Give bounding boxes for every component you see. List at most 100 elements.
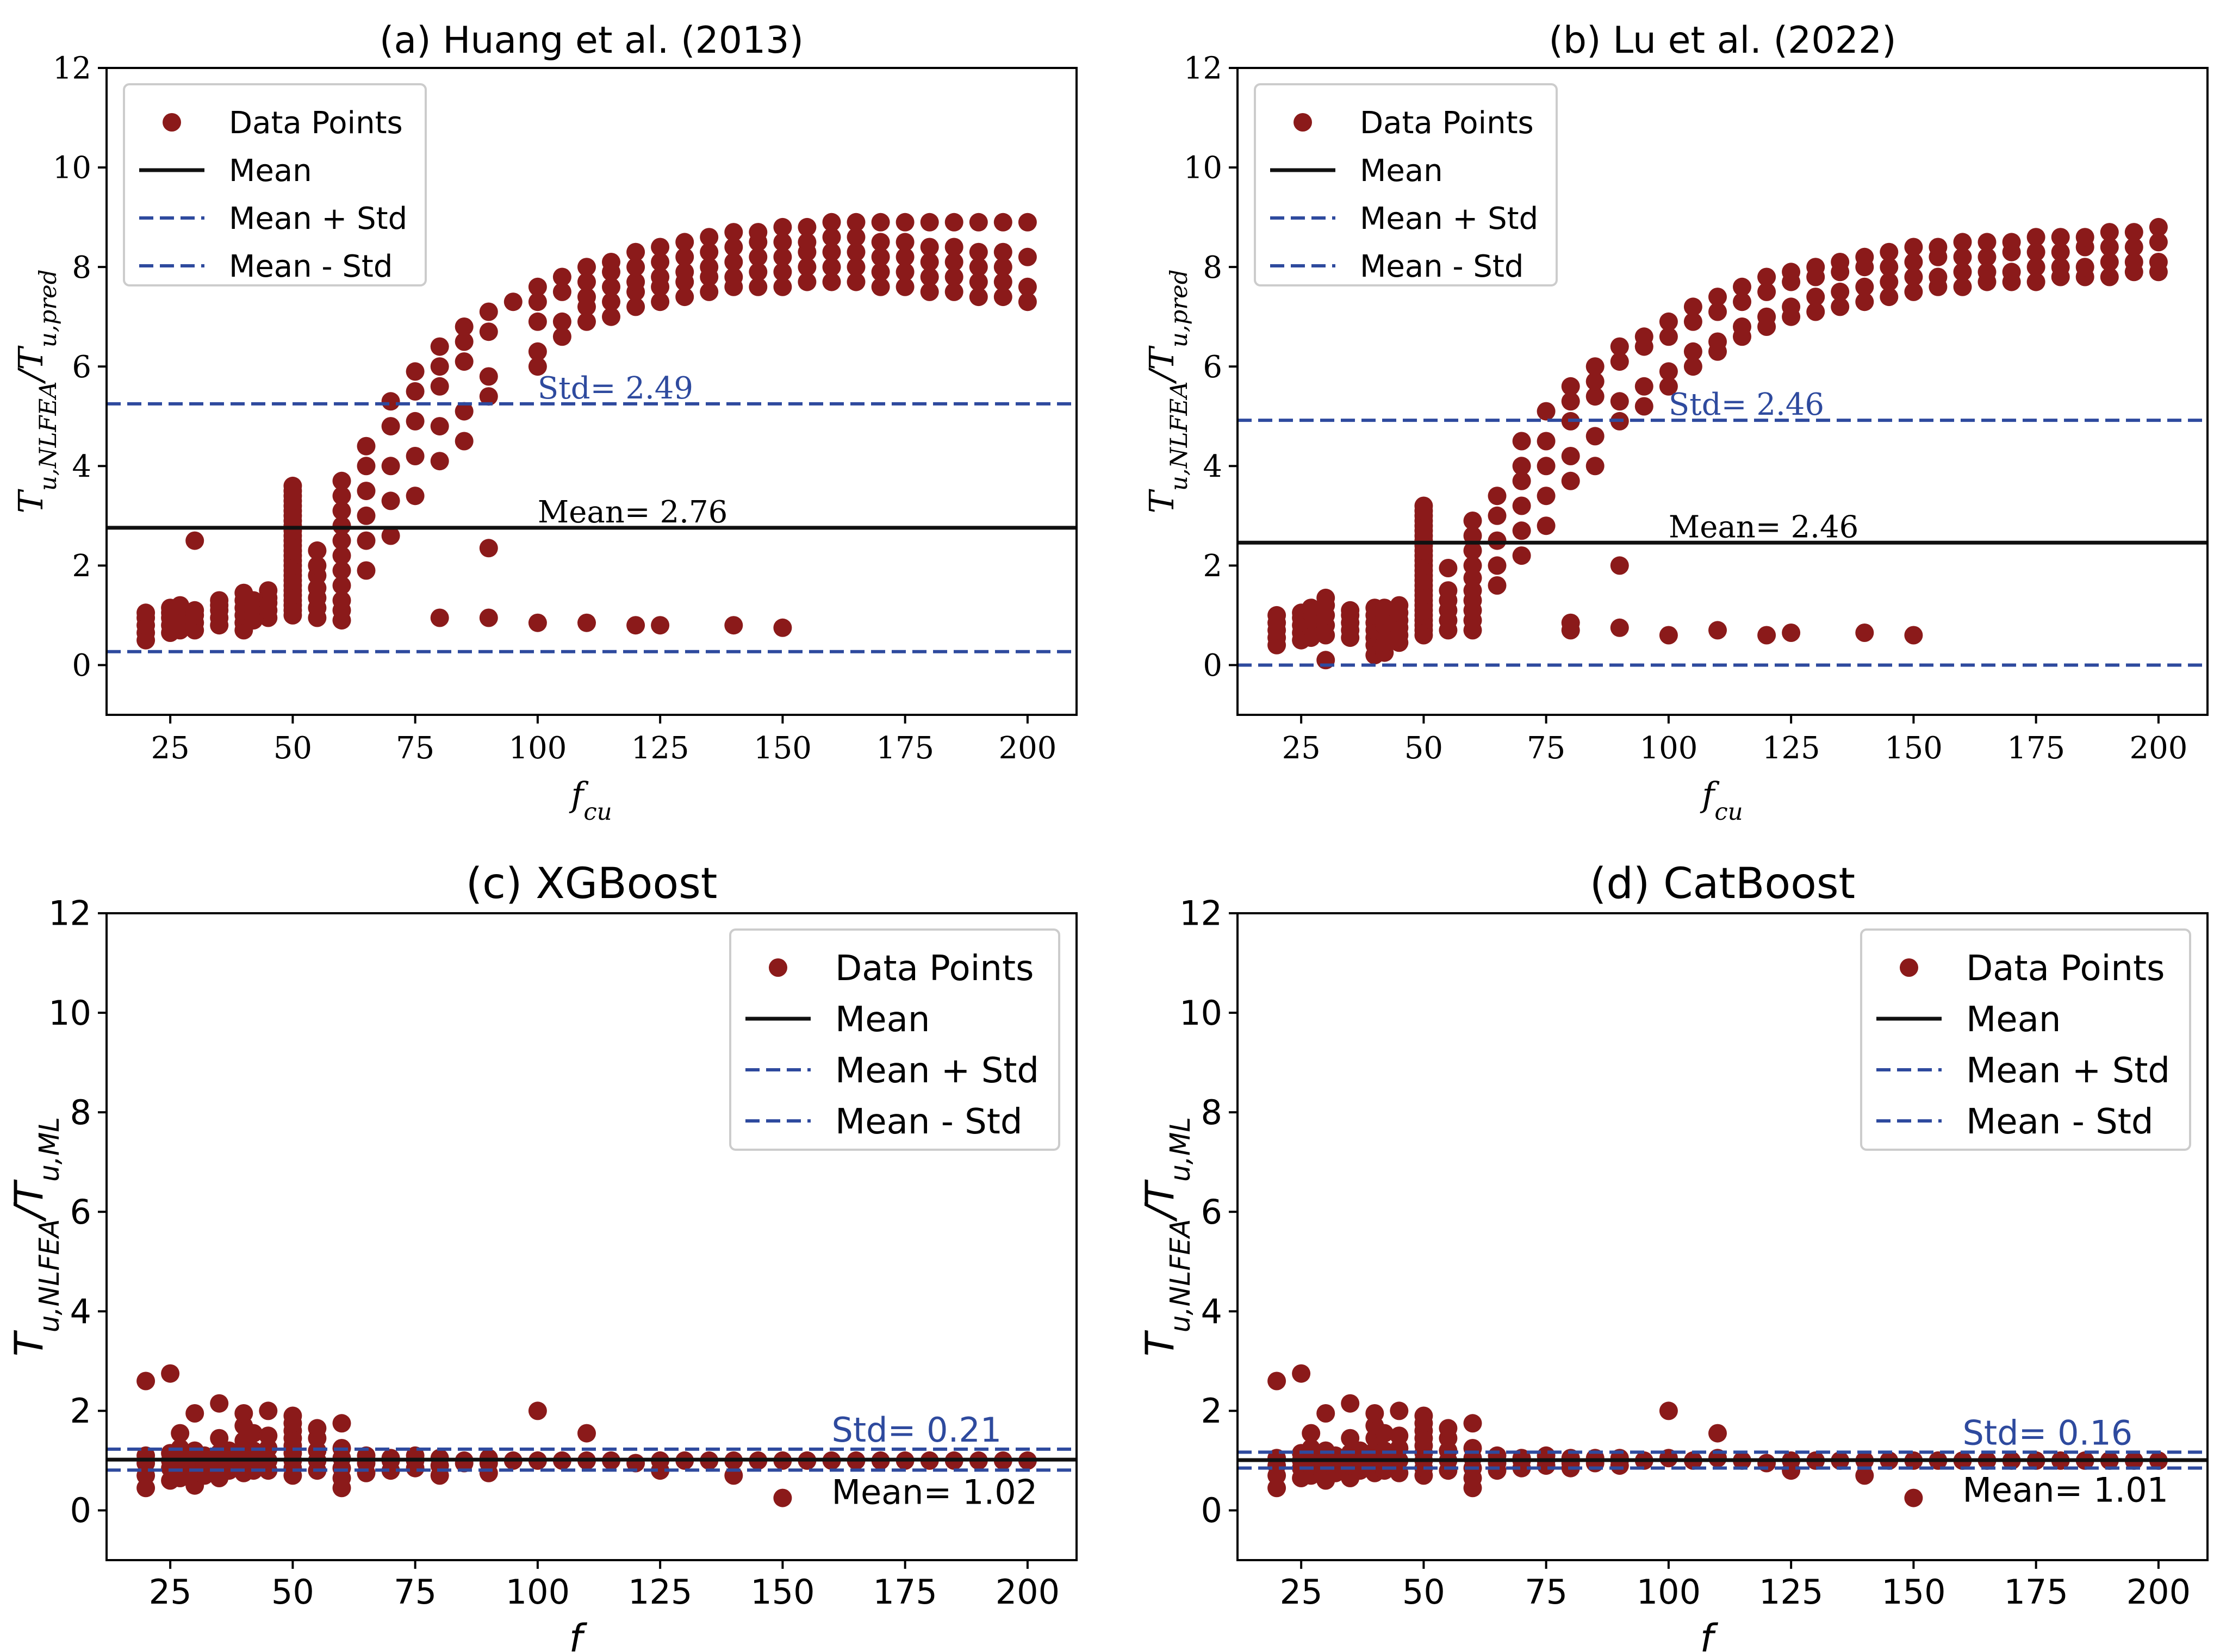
data-point: [2100, 223, 2119, 242]
data-point: [969, 272, 988, 291]
data-point: [1831, 282, 1850, 301]
legend-label: Mean - Std: [835, 1102, 1023, 1142]
data-point: [1610, 392, 1629, 411]
x-tick-label: 100: [1637, 1572, 1701, 1612]
data-point: [2002, 263, 2021, 282]
data-point: [896, 263, 915, 282]
data-point: [1512, 471, 1531, 490]
data-point: [185, 1404, 204, 1423]
data-point: [626, 242, 645, 261]
data-point: [357, 482, 376, 501]
data-point: [552, 312, 571, 331]
data-point: [651, 253, 670, 271]
data-point: [220, 1441, 239, 1460]
x-axis-label: fcu: [569, 775, 612, 826]
data-point: [528, 357, 547, 376]
data-point: [332, 576, 351, 595]
std-annotation: Std= 2.46: [1669, 387, 1824, 422]
data-point: [993, 272, 1012, 291]
y-axis-label: Tu,NLFEA/Tu,ML: [6, 1117, 65, 1357]
data-point: [259, 581, 278, 600]
data-point: [503, 292, 523, 311]
data-point: [1267, 606, 1286, 625]
mean-annotation: Mean= 2.46: [1669, 509, 1858, 545]
data-point: [1978, 263, 1997, 282]
data-point: [2100, 238, 2119, 257]
data-point: [210, 591, 229, 610]
data-point: [455, 402, 474, 421]
mean-annotation: Mean= 1.01: [1962, 1470, 2168, 1510]
data-point: [602, 292, 620, 311]
y-tick-label: 10: [1179, 993, 1222, 1033]
data-point: [430, 417, 449, 436]
mean-annotation: Mean= 2.76: [538, 495, 727, 530]
x-tick-label: 175: [876, 731, 934, 766]
data-point: [1806, 288, 1825, 307]
data-point: [308, 1419, 327, 1438]
data-point: [1488, 506, 1507, 525]
data-point: [749, 277, 768, 296]
data-point: [896, 213, 915, 232]
data-point: [993, 288, 1012, 307]
x-tick-label: 150: [1885, 731, 1943, 766]
data-point: [2149, 253, 2168, 271]
chart-title: (d) CatBoost: [1590, 859, 1855, 908]
x-tick-label: 125: [1759, 1572, 1823, 1612]
x-axis-label: fcu: [1700, 775, 1743, 826]
data-point: [1585, 427, 1605, 446]
data-point: [1585, 457, 1605, 476]
y-tick-label: 6: [70, 1192, 91, 1232]
legend: Data Points Mean Mean + Std Mean - Std: [729, 928, 1060, 1151]
data-point: [1302, 599, 1321, 618]
data-point: [244, 591, 263, 610]
chart-title: (c) XGBoost: [466, 859, 718, 908]
data-point: [1831, 253, 1850, 271]
data-point: [381, 457, 400, 476]
data-point: [896, 277, 915, 296]
data-point: [675, 263, 694, 282]
data-point: [552, 282, 571, 301]
data-point: [1708, 288, 1727, 307]
data-point: [1978, 233, 1997, 252]
data-point: [234, 1404, 253, 1423]
x-tick-label: 100: [1639, 731, 1697, 766]
y-tick-label: 10: [1184, 151, 1222, 186]
data-point: [871, 233, 890, 252]
legend-marker-data-points: [163, 113, 181, 132]
data-point: [2100, 267, 2119, 286]
data-point: [1463, 1414, 1482, 1433]
data-point: [2026, 228, 2045, 247]
data-point: [1537, 487, 1556, 506]
x-tick-label: 125: [628, 1572, 692, 1612]
data-point: [2149, 233, 2168, 252]
x-tick-label: 200: [2126, 1572, 2191, 1612]
data-point: [1018, 277, 1037, 296]
y-axis-label: Tu,NLFEA/Tu,pred: [11, 270, 62, 514]
data-point: [602, 307, 620, 326]
data-point: [1292, 1364, 1311, 1383]
x-tick-label: 125: [631, 731, 689, 766]
legend-label: Mean - Std: [1360, 249, 1523, 284]
data-point: [920, 282, 939, 301]
data-point: [406, 362, 425, 381]
data-point: [308, 541, 327, 560]
data-point: [2002, 233, 2021, 252]
data-point: [1341, 1394, 1360, 1413]
data-point: [1375, 1424, 1394, 1443]
plot-frame: [105, 67, 1078, 716]
y-tick-label: 8: [1203, 250, 1222, 285]
data-point: [283, 1406, 302, 1425]
data-point: [1855, 1466, 1874, 1485]
x-tick-label: 25: [151, 731, 189, 766]
data-point: [700, 258, 719, 277]
data-point: [1733, 317, 1751, 336]
data-point: [1488, 1446, 1507, 1465]
legend-label: Mean: [835, 1000, 930, 1040]
data-point: [332, 471, 351, 490]
data-point: [1414, 496, 1433, 515]
x-tick-label: 25: [149, 1572, 192, 1612]
data-point: [2026, 242, 2045, 261]
data-point: [1463, 1439, 1482, 1457]
legend-marker-data-points: [1294, 113, 1312, 132]
